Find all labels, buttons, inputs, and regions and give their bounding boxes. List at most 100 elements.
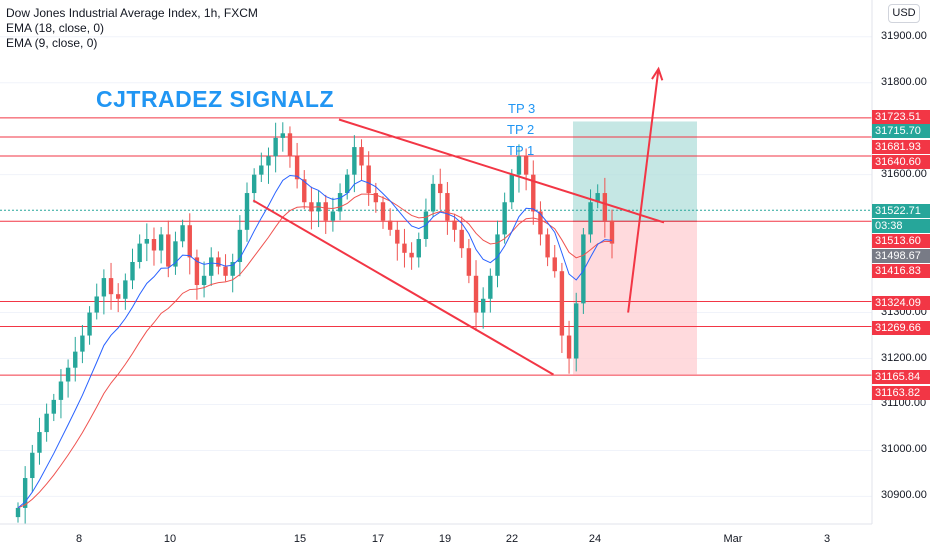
- candle-body: [602, 193, 608, 221]
- candle-body: [345, 174, 350, 194]
- candle-body: [108, 278, 114, 295]
- price-tag-current: 31522.71: [872, 204, 930, 218]
- candle-body: [538, 211, 543, 235]
- candle-body: [151, 239, 157, 251]
- brand-watermark: CJTRADEZ SIGNALZ: [96, 86, 334, 112]
- arrow-head: [651, 66, 664, 81]
- wedge-drawings: [252, 66, 665, 376]
- price-tag-level: 31269.66: [872, 321, 930, 335]
- price-tag-level: 31416.83: [872, 264, 930, 278]
- time-tick-label: 3: [823, 533, 831, 545]
- candle-body: [516, 156, 522, 175]
- symbol-title[interactable]: Dow Jones Industrial Average Index, 1h, …: [6, 6, 258, 20]
- candle-body: [44, 413, 49, 433]
- price-tag-countdown: 03:38: [872, 219, 930, 233]
- candle-body: [395, 229, 400, 244]
- candle-body: [495, 234, 500, 276]
- ema9-legend[interactable]: EMA (9, close, 0): [6, 36, 98, 50]
- candle-body: [366, 165, 371, 194]
- candle-body: [402, 243, 407, 253]
- price-tag-target: 31715.70: [872, 124, 930, 138]
- candle-body: [87, 312, 92, 336]
- candle-body: [387, 220, 393, 230]
- candle-body: [230, 262, 235, 276]
- time-tick-label: 17: [371, 533, 385, 545]
- tp3-label: TP 3: [508, 101, 536, 116]
- candle-body: [552, 257, 557, 272]
- candle-body: [438, 183, 443, 194]
- price-tag-level: 31324.09: [872, 296, 930, 310]
- candle-body: [223, 266, 228, 276]
- candle-body: [581, 234, 586, 304]
- candle-body: [187, 225, 192, 258]
- candle-body: [559, 271, 565, 336]
- tp1-label: TP 1: [507, 143, 535, 158]
- price-tag-stop: 31165.84: [872, 370, 930, 384]
- candle-body: [144, 239, 150, 244]
- price-tag-level: 31513.60: [872, 234, 930, 248]
- candle-body: [115, 294, 121, 299]
- ema18-legend[interactable]: EMA (18, close, 0): [6, 21, 105, 35]
- time-tick-label: 24: [588, 533, 602, 545]
- breakout-arrow: [627, 68, 660, 313]
- candle-body: [130, 262, 135, 281]
- horizontal-levels: [0, 117, 872, 376]
- candle-body: [166, 234, 171, 267]
- price-tick-label: 31100.00: [881, 397, 927, 410]
- candle-body: [416, 239, 421, 258]
- candle-body: [209, 257, 214, 276]
- price-tag-level: 31723.51: [872, 110, 930, 124]
- profit-zone: [573, 121, 697, 222]
- plot-area[interactable]: [0, 0, 872, 524]
- ema9-line: [17, 174, 613, 509]
- candle-body: [65, 367, 71, 382]
- price-tag-entry: 31498.67: [872, 249, 930, 263]
- candle-body: [502, 202, 507, 235]
- candle-body: [337, 193, 343, 212]
- candle-body: [51, 399, 56, 414]
- price-tick-label: 31600.00: [881, 167, 927, 180]
- loss-zone: [573, 221, 697, 375]
- candle-body: [480, 298, 486, 313]
- candle-body: [409, 252, 414, 258]
- candle-body: [251, 174, 257, 194]
- candle-body: [123, 280, 128, 299]
- time-tick-label: Mar: [723, 533, 743, 545]
- candle-body: [280, 133, 285, 138]
- candle-body: [180, 225, 185, 242]
- price-tick-label: 31800.00: [881, 75, 927, 88]
- time-tick-label: 10: [163, 533, 177, 545]
- time-tick-label: 22: [505, 533, 519, 545]
- candle-body: [488, 275, 493, 299]
- candle-body: [216, 257, 221, 267]
- candle-body: [244, 193, 250, 230]
- candle-body: [373, 193, 379, 203]
- candle-body: [137, 243, 142, 262]
- candle-body: [330, 211, 336, 221]
- wedge-lower-line: [252, 199, 555, 376]
- candle-body: [509, 174, 515, 203]
- candle-body: [545, 234, 550, 258]
- candle-body: [588, 202, 593, 235]
- candle-body: [595, 193, 600, 203]
- candle-body: [15, 507, 21, 518]
- candle-body: [73, 351, 78, 368]
- candle-body: [237, 229, 243, 262]
- candle-body: [609, 220, 615, 244]
- candle-body: [58, 381, 64, 400]
- tp2-label: TP 2: [507, 122, 535, 137]
- currency-button[interactable]: USD: [888, 4, 920, 23]
- candle-body: [30, 452, 35, 479]
- candle-body: [459, 229, 464, 249]
- candle-body: [430, 183, 436, 212]
- candle-body: [523, 156, 529, 175]
- position-zones: [573, 121, 697, 375]
- candle-body: [531, 174, 536, 212]
- candle-body: [452, 220, 457, 230]
- time-tick-label: 19: [438, 533, 452, 545]
- candle-body: [302, 179, 307, 203]
- candle-body: [566, 335, 572, 359]
- candle-body: [37, 432, 42, 453]
- price-tag-level: 31640.60: [872, 155, 930, 169]
